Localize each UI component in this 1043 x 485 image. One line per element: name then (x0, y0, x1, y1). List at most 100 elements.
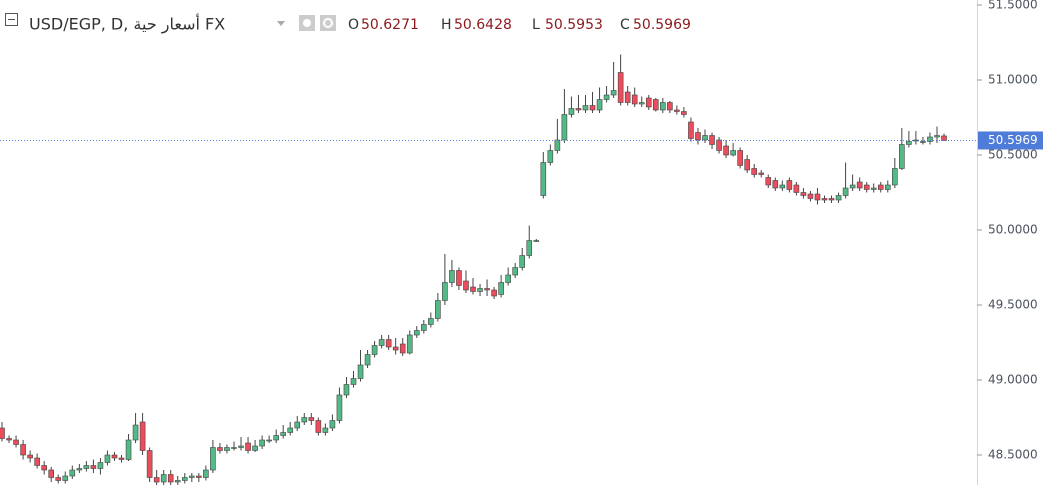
candle-body (350, 378, 357, 385)
candle-body (167, 474, 174, 483)
candle-body (828, 198, 835, 201)
candle-body (505, 274, 511, 283)
candle-body (139, 421, 146, 451)
candle-body (920, 141, 926, 143)
candle-body (132, 424, 139, 441)
candle-body (308, 417, 315, 421)
y-tick-label: 50.5000 (988, 147, 1038, 161)
candle-body (224, 447, 230, 451)
candle-body (652, 99, 659, 111)
candles (0, 54, 947, 485)
candle-body (364, 354, 371, 366)
settings-icon-ring (323, 18, 333, 28)
ohlc-value: 50.5953 (545, 17, 603, 33)
candle-body (125, 439, 132, 460)
candle-body (695, 132, 701, 141)
eye-icon-dot (303, 19, 311, 27)
candle-body (688, 121, 694, 139)
candle-body (835, 195, 842, 201)
candle-body (83, 465, 90, 469)
candle-body (69, 469, 76, 477)
candle-body (765, 177, 772, 186)
ohlc-value: 50.6428 (454, 17, 512, 33)
candle-body (927, 136, 933, 142)
candle-body (814, 193, 821, 201)
candle-body (13, 439, 19, 445)
candle-body (561, 114, 568, 141)
candle-body (456, 270, 462, 286)
candle-body (174, 480, 181, 483)
candle-body (90, 465, 97, 469)
candle-body (287, 427, 294, 433)
candle-body (238, 445, 244, 448)
candle-body (941, 135, 947, 141)
candle-body (231, 447, 237, 449)
candle-body (498, 282, 504, 295)
candle-body (519, 255, 526, 268)
candle-body (484, 288, 490, 291)
candle-body (0, 427, 5, 439)
settings-icon[interactable] (320, 15, 336, 31)
candle-body (181, 477, 188, 481)
candle-body (603, 94, 610, 100)
candle-body (751, 168, 758, 175)
candle-body (357, 364, 364, 379)
candle-body (730, 150, 736, 156)
candle-body (800, 192, 807, 196)
ohlc-value: 50.5969 (633, 17, 691, 33)
candle-body (709, 135, 715, 145)
ohlc-key: H (441, 17, 452, 33)
candle-body (702, 135, 708, 141)
candle-body (575, 108, 582, 111)
candle-body (568, 108, 575, 115)
candle-body (470, 286, 476, 292)
candle-body (624, 91, 631, 103)
candle-body (934, 135, 940, 138)
candle-body (392, 346, 399, 351)
candle-body (863, 184, 870, 190)
candle-body (413, 330, 420, 336)
candle-body (245, 442, 251, 451)
candle-body (97, 462, 104, 469)
candle-body (737, 150, 743, 166)
candle-body (821, 198, 828, 201)
candle-body (681, 111, 687, 115)
candle-body (884, 184, 891, 190)
candle-body (27, 454, 33, 459)
candle-body (104, 454, 111, 463)
y-tick-label: 51.5000 (988, 0, 1038, 11)
candle-body (491, 289, 497, 297)
candle-body (526, 240, 533, 256)
candle-body (111, 454, 118, 459)
legend: USD/EGP, D, أسعار حية FX O 50.6271 H 50.642… (5, 13, 691, 35)
candle-body (118, 457, 125, 460)
candle-body (870, 187, 877, 190)
candle-body (589, 105, 596, 111)
candle-body (20, 444, 26, 456)
candle-body (41, 465, 47, 471)
candle-body (442, 282, 448, 301)
last-price-badge (978, 131, 1043, 150)
candle-body (371, 345, 378, 355)
candle-body (301, 417, 308, 423)
candle-body (203, 469, 209, 478)
dropdown-arrow[interactable] (277, 21, 285, 26)
y-tick-label: 50.0000 (988, 222, 1038, 236)
ohlc-key: O (348, 17, 359, 33)
candle-body (786, 180, 793, 190)
candle-body (420, 324, 427, 331)
candle-body (329, 420, 336, 429)
candle-body (322, 427, 329, 433)
candle-body (617, 72, 624, 103)
candle-body (547, 150, 554, 163)
candle-body (723, 145, 729, 156)
y-tick-label: 49.5000 (988, 297, 1038, 311)
candle-body (428, 318, 434, 325)
candle-body (210, 447, 216, 471)
candle-body (667, 102, 673, 111)
candle-body (273, 435, 279, 441)
candle-body (196, 475, 202, 478)
candle-body (399, 343, 406, 354)
candle-body (772, 180, 779, 189)
